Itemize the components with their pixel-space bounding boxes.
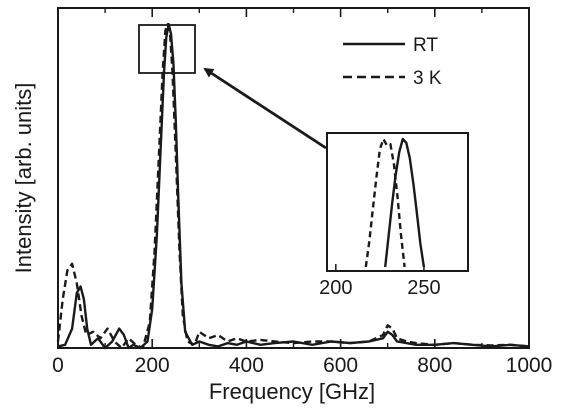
y-axis-title: Intensity [arb. units] bbox=[11, 83, 36, 274]
x-axis-title: Frequency [GHz] bbox=[209, 379, 375, 404]
series-lines bbox=[56, 23, 530, 350]
inset-series-line-rt bbox=[384, 137, 426, 268]
zoom-box bbox=[138, 24, 196, 74]
inset-lines bbox=[364, 137, 426, 268]
x-tick-label: 1000 bbox=[506, 354, 553, 377]
x-ticks: 0 200 400 600 800 1000 bbox=[52, 8, 552, 377]
x-tick-label: 200 bbox=[135, 354, 170, 377]
x-tick-label: 0 bbox=[52, 354, 64, 377]
inset-x-tick-label: 250 bbox=[407, 277, 440, 299]
series-line-3-k bbox=[56, 23, 530, 350]
inset-plot: 200 250 bbox=[319, 132, 469, 299]
inset-ticks: 200 250 bbox=[319, 264, 441, 299]
legend-label-3k: 3 K bbox=[413, 68, 442, 89]
inset-frame bbox=[326, 132, 469, 272]
main-plot: 0 200 400 600 800 1000 bbox=[52, 7, 552, 377]
x-tick-label: 600 bbox=[323, 354, 358, 377]
inset-series-line-3-k bbox=[364, 137, 406, 268]
zoom-arrow bbox=[203, 67, 327, 150]
legend-label-rt: RT bbox=[413, 35, 438, 56]
x-tick-label: 800 bbox=[417, 354, 452, 377]
inset-x-tick-label: 200 bbox=[319, 277, 352, 299]
legend: RT 3 K bbox=[343, 35, 442, 89]
x-tick-label: 400 bbox=[229, 354, 264, 377]
